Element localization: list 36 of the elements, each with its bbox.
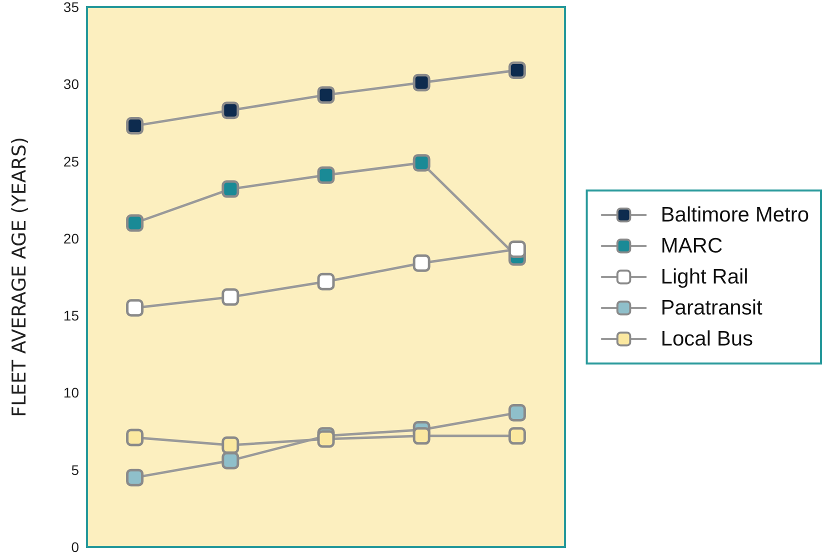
legend-label: Baltimore Metro (660, 204, 810, 226)
point (126, 299, 144, 317)
point (317, 166, 335, 184)
point (222, 288, 240, 306)
point (412, 154, 430, 172)
y-tick-label: 5 (71, 462, 80, 478)
point (222, 180, 240, 198)
point (508, 62, 526, 80)
legend-label: Light Rail (660, 266, 748, 288)
point (508, 240, 526, 258)
point (508, 427, 526, 445)
legend-label: MARC (660, 234, 723, 258)
point (222, 436, 240, 454)
y-axis-title: FLEET AVERAGE AGE (YEARS) (8, 137, 30, 417)
legend-label: Local Bus (660, 328, 754, 350)
y-tick-label: 30 (63, 76, 80, 92)
y-tick-label: 0 (71, 539, 80, 554)
point (126, 468, 144, 486)
point (317, 86, 335, 104)
point (412, 74, 430, 92)
point (317, 272, 335, 290)
y-tick-label: 20 (63, 230, 80, 246)
y-tick-label: 25 (63, 153, 80, 170)
point (126, 117, 144, 135)
point (126, 214, 144, 232)
point (508, 404, 526, 422)
y-tick-label: 15 (63, 308, 80, 324)
point (126, 428, 144, 446)
y-tick-label: 10 (63, 384, 80, 401)
legend-label: Paratransit (660, 296, 762, 320)
point (412, 254, 430, 272)
point (317, 430, 335, 448)
point (222, 102, 240, 120)
point (222, 452, 240, 470)
y-tick-label: 35 (63, 0, 80, 15)
point (412, 427, 430, 445)
